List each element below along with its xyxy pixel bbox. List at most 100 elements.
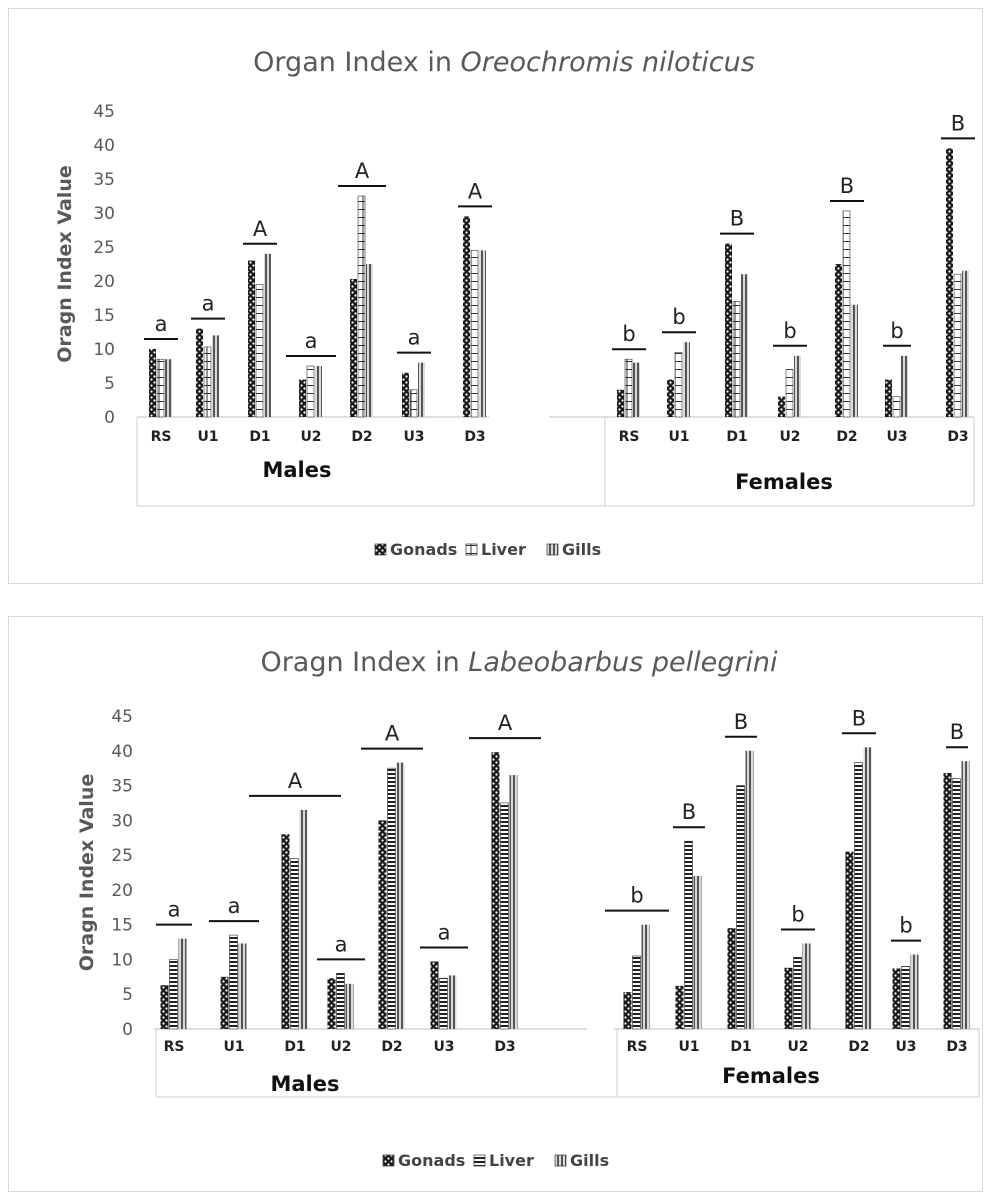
gills-bar [178,938,187,1029]
x-tick-label: RS [164,1039,185,1055]
y-tick-label: 0 [122,1020,133,1040]
gills-bar [802,943,811,1029]
x-tick-label: D2 [836,429,857,445]
legend-label: Gonads [398,1151,465,1170]
gills-bar [264,253,271,417]
significance-letter: b [672,305,685,329]
group-label: Females [722,1064,820,1088]
gonads-legend-swatch [382,1154,395,1167]
x-tick-label: D3 [494,1039,515,1055]
y-tick-label: 25 [93,238,115,258]
liver-bar [500,802,509,1030]
liver-bar [336,973,345,1030]
significance-letter: a [168,898,181,922]
liver-bar [953,273,962,418]
gills-bar [238,943,247,1029]
liver-bar [785,369,794,418]
gills-bar [509,775,518,1029]
significance-letter: a [305,329,318,353]
gonads-legend-swatch [374,543,387,556]
y-tick-label: 40 [93,136,115,156]
liver-bar [169,959,178,1030]
x-tick-label: U2 [787,1039,808,1055]
y-tick-label: 25 [111,846,133,866]
gonads-bar [430,961,439,1029]
y-tick-label: 45 [111,707,133,727]
liver-bar [892,396,901,418]
significance-letter: b [791,902,804,926]
x-tick-label: RS [627,1039,648,1055]
gills-bar [961,761,970,1029]
significance-letter: a [408,326,421,350]
gonads-bar [675,985,684,1029]
gonads-bar [402,372,409,417]
liver-bar [409,389,418,418]
chart-title: Organ Index in Oreochromis niloticus [253,47,755,78]
gonads-bar [623,992,632,1029]
chart-title: Oragn Index in Labeobarbus pellegrini [260,647,778,678]
gills-bar [851,304,858,417]
significance-letter: a [438,921,451,945]
x-tick-label: D3 [947,429,968,445]
liver-bar [203,346,212,418]
y-axis-label: Oragn Index Value [54,165,76,362]
gonads-bar [946,148,953,417]
significance-letter: B [950,720,964,744]
x-tick-label: D3 [464,429,485,445]
y-tick-label: 30 [111,811,133,831]
x-tick-label: U2 [300,429,321,445]
liver-bar [387,767,396,1030]
x-tick-label: U1 [223,1039,244,1055]
legend-label: Gills [562,540,601,559]
gills-bar [693,875,702,1029]
x-tick-label: D1 [284,1039,305,1055]
y-tick-label: 10 [111,950,133,970]
y-tick-label: 20 [111,881,133,901]
y-tick-label: 15 [111,916,133,936]
y-axis-label: Oragn Index Value [76,774,98,971]
gonads-bar [784,967,793,1029]
significance-letter: B [951,111,965,135]
gonads-bar [299,379,306,417]
gills-bar [212,335,219,417]
liver-bar [290,858,299,1030]
gonads-bar [327,978,336,1029]
gonads-bar [378,820,387,1029]
x-tick-label: U1 [668,429,689,445]
x-tick-label: U2 [330,1039,351,1055]
y-tick-label: 35 [111,777,133,797]
liver-bar [632,955,641,1030]
gills-bar [366,264,373,417]
significance-letter: B [734,710,748,734]
gonads-bar [892,968,901,1029]
liver-bar [684,840,693,1030]
gills-bar [418,362,425,417]
gonads-bar [220,976,229,1029]
significance-letter: b [783,319,796,343]
x-tick-label: RS [151,429,172,445]
x-tick-label: D1 [249,429,270,445]
liver-bar [901,966,910,1030]
liver-legend-swatch [473,1154,486,1167]
liver-bar [952,778,961,1030]
gills-bar [315,366,322,417]
x-tick-label: D2 [381,1039,402,1055]
gills-bar [641,924,650,1029]
liver-legend-swatch [465,543,478,556]
x-tick-label: U3 [886,429,907,445]
gonads-bar [727,928,736,1029]
significance-letter: b [630,884,643,908]
legend-label: Liver [489,1151,534,1170]
liver-bar [306,365,315,418]
x-tick-label: D2 [351,429,372,445]
liver-bar [357,195,366,418]
gonads-bar [725,243,732,417]
x-tick-label: U2 [779,429,800,445]
gills-bar [345,983,354,1029]
liver-bar [470,250,479,418]
gills-bar [448,975,457,1029]
gonads-bar [149,349,156,417]
group-label: Males [262,458,331,482]
gills-legend-swatch [554,1154,567,1167]
x-tick-label: D1 [726,429,747,445]
